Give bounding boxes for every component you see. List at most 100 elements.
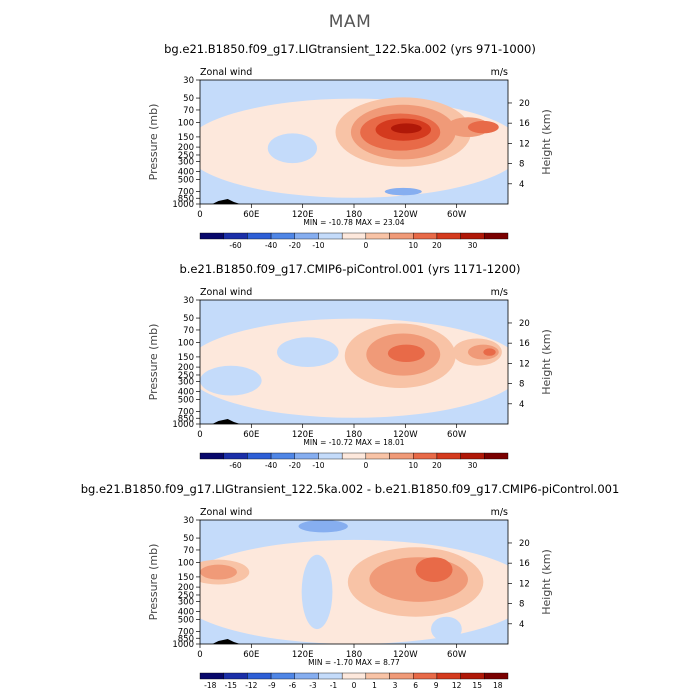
- colorbar-box: [294, 452, 319, 460]
- colorbar-box: [318, 232, 343, 240]
- colorbar-label: -60: [229, 241, 241, 250]
- y-right-tick-label: 12: [519, 359, 530, 369]
- contour-region-10: [467, 120, 499, 134]
- colorbar-label: 1: [372, 681, 377, 690]
- colorbar-box: [247, 452, 272, 460]
- y-tick-label: 50: [183, 94, 194, 104]
- y-tick-label: 200: [178, 583, 194, 593]
- y-tick-label: 400: [178, 388, 194, 398]
- y-tick-label: 850: [178, 194, 194, 204]
- colorbar-box: [436, 672, 461, 680]
- colorbar-box: [270, 672, 295, 680]
- x-tick-label: 120W: [393, 650, 418, 660]
- panel-3: Zonal wind m/s305070100150200250300400500…: [147, 507, 553, 690]
- colorbar-box: [223, 232, 248, 240]
- y-tick-label: 100: [178, 559, 194, 569]
- colorbar-label: 20: [432, 241, 442, 250]
- colorbar-label: 9: [434, 681, 439, 690]
- field-label: Zonal wind: [200, 287, 252, 298]
- colorbar-box: [389, 452, 414, 460]
- field-label: Zonal wind: [200, 67, 252, 78]
- y-axis-title: Pressure (mb): [147, 544, 160, 621]
- y-right-tick-label: 16: [519, 559, 530, 569]
- colorbar-label: -10: [312, 461, 324, 470]
- x-tick-label: 0: [197, 650, 202, 660]
- y-tick-label: 700: [178, 407, 194, 417]
- x-tick-label: 60W: [447, 650, 467, 660]
- contour-region-6: [387, 344, 425, 362]
- y-tick-label: 1000: [172, 200, 194, 210]
- x-tick-label: 60E: [243, 210, 259, 220]
- x-tick-label: 60E: [243, 430, 259, 440]
- y-tick-label: 200: [178, 143, 194, 153]
- x-tick-label: 120W: [393, 210, 418, 220]
- y-right-tick-label: 8: [519, 600, 524, 610]
- contour-region-8: [390, 123, 422, 134]
- colorbar: -18 -15 -12 -9 -6 -3 -1 0 1 3 6 9 12 15 18: [199, 672, 509, 690]
- y-tick-label: 30: [183, 296, 194, 306]
- x-tick-label: 0: [197, 430, 202, 440]
- y-tick-label: 1000: [172, 420, 194, 430]
- topography: [212, 639, 241, 644]
- colorbar-box: [365, 672, 390, 680]
- min-max-stats: MIN = -1.70 MAX = 8.77: [308, 658, 400, 667]
- contour-region-3: [200, 365, 262, 396]
- colorbar-box: [460, 452, 485, 460]
- colorbar-label: 0: [363, 241, 368, 250]
- y-right-tick-label: 12: [519, 139, 530, 149]
- contour-region-2: [301, 554, 333, 630]
- x-tick-label: 0: [197, 210, 202, 220]
- units-label: m/s: [491, 67, 508, 78]
- colorbar-box: [460, 672, 485, 680]
- colorbar-label: -12: [245, 681, 257, 690]
- colorbar-box: [247, 232, 272, 240]
- x-tick-label: 120E: [292, 650, 314, 660]
- contour-region-9: [200, 564, 237, 580]
- y-tick-label: 250: [178, 371, 194, 381]
- colorbar-box: [199, 672, 224, 680]
- colorbar-box: [318, 672, 343, 680]
- y-right-tick-label: 16: [519, 119, 530, 129]
- panel-1: Zonal wind m/s305070100150200250300400500…: [147, 67, 553, 250]
- colorbar: -60 -40 -20 -10 0 10 20 30: [199, 232, 509, 250]
- colorbar-box: [341, 672, 367, 680]
- colorbar-label: -10: [312, 241, 324, 250]
- units-label: m/s: [491, 507, 508, 518]
- y-right-tick-label: 8: [519, 380, 524, 390]
- y-tick-label: 400: [178, 168, 194, 178]
- y-tick-label: 850: [178, 414, 194, 424]
- field-label: Zonal wind: [200, 507, 252, 518]
- colorbar-label: -3: [309, 681, 317, 690]
- colorbar-box: [389, 232, 414, 240]
- y-tick-label: 100: [178, 119, 194, 129]
- colorbar-box: [199, 452, 224, 460]
- units-label: m/s: [491, 287, 508, 298]
- contour-field: [200, 520, 508, 644]
- colorbar-box: [199, 232, 224, 240]
- x-tick-label: 120E: [292, 430, 314, 440]
- y-tick-label: 150: [178, 133, 194, 143]
- colorbar-label: -40: [265, 241, 277, 250]
- y-right-axis-title: Height (km): [540, 109, 553, 175]
- contour-field: [200, 80, 508, 204]
- colorbar-label: -15: [225, 681, 237, 690]
- min-max-stats: MIN = -10.78 MAX = 23.04: [303, 218, 404, 227]
- colorbar-label: 30: [468, 241, 478, 250]
- x-tick-label: 60E: [243, 650, 259, 660]
- colorbar-box: [365, 452, 390, 460]
- y-tick-label: 70: [183, 326, 194, 336]
- topography: [212, 419, 241, 424]
- colorbar-label: -20: [289, 241, 301, 250]
- y-right-tick-label: 20: [519, 539, 530, 549]
- x-tick-label: 180: [346, 430, 362, 440]
- y-axis-title: Pressure (mb): [147, 104, 160, 181]
- colorbar-label: 12: [452, 681, 462, 690]
- y-right-tick-label: 16: [519, 339, 530, 349]
- y-tick-label: 200: [178, 363, 194, 373]
- colorbar-label: 30: [468, 461, 478, 470]
- y-tick-label: 70: [183, 546, 194, 556]
- contour-region-7: [415, 557, 453, 582]
- colorbar-box: [223, 452, 248, 460]
- y-right-tick-label: 4: [519, 180, 524, 190]
- y-right-tick-label: 12: [519, 579, 530, 589]
